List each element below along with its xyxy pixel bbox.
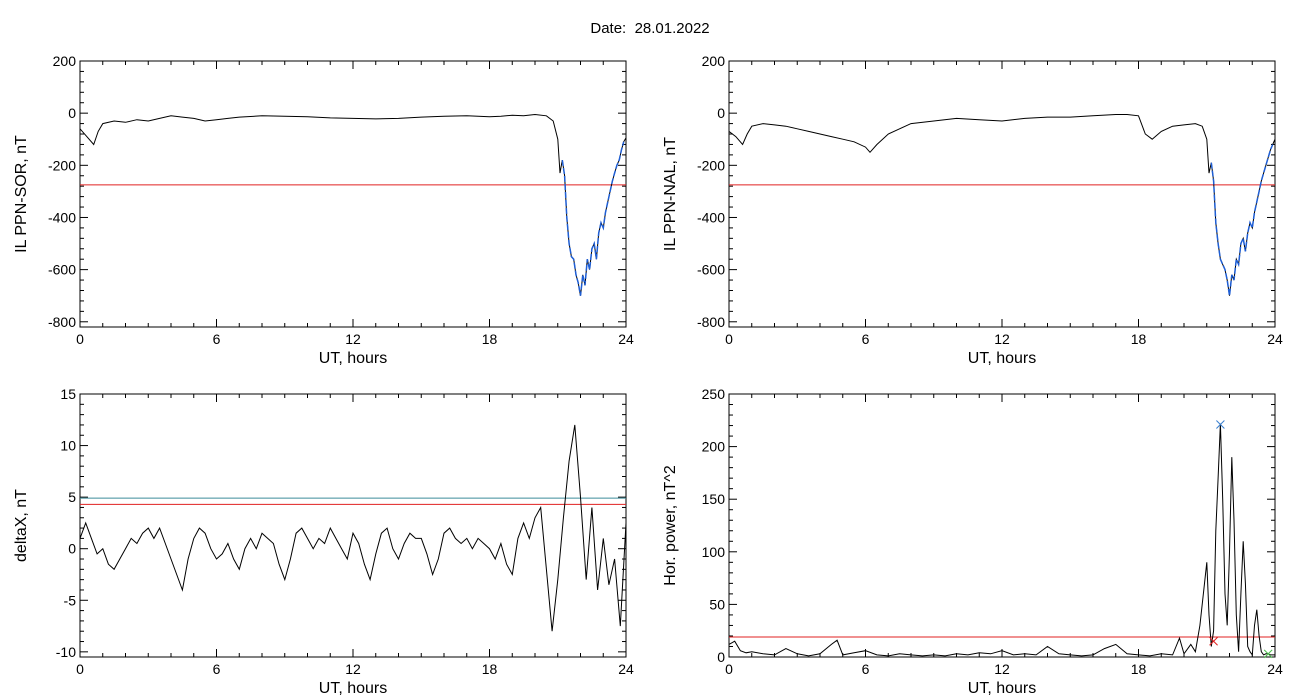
x-tick-label: 24 [618, 661, 634, 677]
x-tick-label: 12 [994, 661, 1010, 677]
y-tick-label: -200 [697, 157, 725, 173]
x-tick-label: 0 [76, 661, 84, 677]
y-tick-label: 0 [68, 541, 76, 557]
y-axis-label: IL PPN-NAL, nT [662, 137, 679, 251]
x-axis-label: UT, hours [319, 350, 387, 367]
y-tick-label: -600 [697, 262, 725, 278]
plot-frame [79, 60, 627, 328]
y-tick-label: 250 [702, 386, 726, 402]
x-tick-label: 24 [618, 331, 634, 347]
panel-deltax: 0 6 12 18 24 -10 -5 0 5 10 15 UT, hours deltaX, nT [13, 386, 634, 697]
series-line [729, 423, 1275, 657]
x-tick-label: 0 [725, 331, 733, 347]
x-axis-label: UT, hours [319, 680, 387, 697]
y-tick-label: 5 [68, 489, 76, 505]
plot-frame [728, 393, 1276, 658]
plot-frame [728, 60, 1276, 328]
x-tick-label: 0 [76, 331, 84, 347]
y-tick-label: -400 [48, 209, 76, 225]
x-tick-label: 12 [345, 661, 361, 677]
plot-frame [79, 393, 627, 658]
y-tick-label: 100 [702, 544, 726, 560]
series-line [80, 424, 626, 632]
y-axis-label: deltaX, nT [13, 489, 30, 562]
x-tick-label: 6 [862, 331, 870, 347]
x-marker [1216, 420, 1225, 429]
panel-il-ppn-sor: 0 6 12 18 24 -800 -600 -400 -200 0 200 UT, hours IL … [13, 53, 634, 367]
x-marker [1209, 636, 1218, 646]
series-line [80, 113, 626, 296]
y-tick-label: 0 [717, 649, 725, 665]
x-tick-label: 24 [1267, 661, 1283, 677]
series-line [729, 114, 1275, 296]
x-tick-label: 24 [1267, 331, 1283, 347]
y-tick-label: -800 [697, 314, 725, 330]
y-axis-label: IL PPN-SOR, nT [13, 135, 30, 253]
x-tick-label: 6 [213, 331, 221, 347]
x-tick-label: 12 [345, 331, 361, 347]
y-tick-label: 0 [717, 105, 725, 121]
x-axis-label: UT, hours [968, 350, 1036, 367]
x-tick-label: 18 [1131, 331, 1147, 347]
y-tick-label: -10 [56, 644, 76, 660]
y-tick-label: 10 [60, 438, 76, 454]
y-tick-label: 200 [702, 53, 726, 69]
date-label: Date: [590, 20, 627, 37]
x-tick-label: 12 [994, 331, 1010, 347]
y-tick-label: 15 [60, 386, 76, 402]
y-tick-label: -400 [697, 209, 725, 225]
figure-date-title: Date: 28.01.2022 [0, 20, 1300, 37]
y-tick-label: 150 [702, 491, 726, 507]
panel-il-ppn-nal: 0 6 12 18 24 -800 -600 -400 -200 0 200 UT, hours IL … [662, 53, 1283, 367]
y-tick-label: 0 [68, 105, 76, 121]
x-marker [1263, 649, 1273, 659]
x-tick-label: 6 [862, 661, 870, 677]
x-tick-label: 18 [482, 661, 498, 677]
y-tick-label: -5 [64, 592, 77, 608]
x-axis-label: UT, hours [968, 680, 1036, 697]
date-value: 28.01.2022 [634, 20, 710, 37]
x-tick-label: 18 [482, 331, 498, 347]
panel-hor-power: 0 6 12 18 24 0 50 100 150 200 250 UT, hours Hor. pow… [662, 386, 1283, 697]
y-tick-label: 50 [709, 596, 725, 612]
y-tick-label: -800 [48, 314, 76, 330]
y-tick-label: 200 [53, 53, 77, 69]
series-highlight [561, 141, 625, 296]
x-tick-label: 18 [1131, 661, 1147, 677]
x-tick-label: 0 [725, 661, 733, 677]
x-tick-label: 6 [213, 661, 221, 677]
y-tick-label: 200 [702, 439, 726, 455]
y-tick-label: -200 [48, 157, 76, 173]
y-tick-label: -600 [48, 262, 76, 278]
series-highlight [1210, 144, 1274, 296]
y-axis-label: Hor. power, nT^2 [662, 465, 679, 586]
